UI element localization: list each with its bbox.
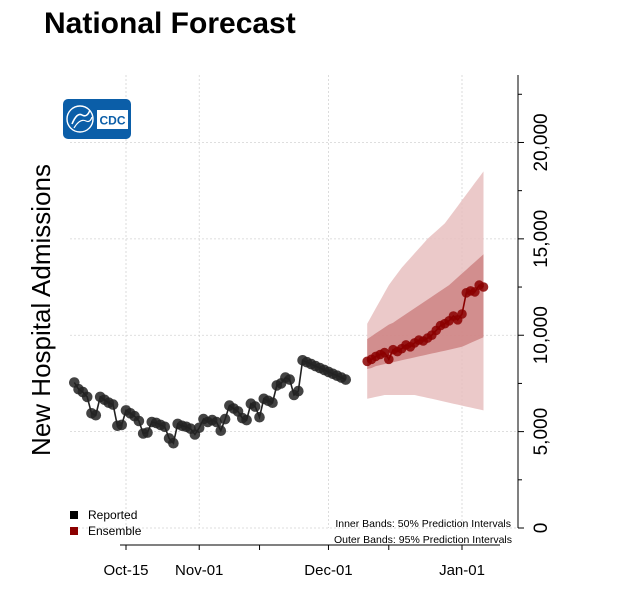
reported-point xyxy=(293,385,304,397)
reported-point xyxy=(249,401,261,412)
y-tick-label: 5,000 xyxy=(531,408,552,456)
reported-point xyxy=(193,422,205,434)
reported-point xyxy=(241,414,252,426)
legend-label-ensemble: Ensemble xyxy=(88,524,142,538)
reported-point xyxy=(107,399,119,410)
reported-point xyxy=(284,374,296,385)
legend-label-reported: Reported xyxy=(88,508,137,522)
annotation-outer-bands: Outer Bands: 95% Prediction Intervals xyxy=(334,534,512,546)
reported-point xyxy=(116,419,127,431)
reported-point xyxy=(219,413,231,425)
x-tick-label: Nov-01 xyxy=(175,562,223,579)
reported-point xyxy=(81,391,93,403)
cdc-logo-text: CDC xyxy=(100,114,126,128)
x-tick-label: Jan-01 xyxy=(439,562,485,579)
inner-band-50 xyxy=(367,254,484,369)
y-tick-label: 15,000 xyxy=(531,210,552,268)
reported-point xyxy=(267,397,278,409)
legend: Reported Ensemble xyxy=(70,508,142,538)
reported-point xyxy=(215,425,227,437)
cdc-logo: CDC xyxy=(63,99,131,139)
legend-swatch-ensemble xyxy=(70,527,78,535)
y-tick-label: 0 xyxy=(531,523,552,534)
reported-point xyxy=(254,411,265,423)
reported-point xyxy=(133,415,145,427)
x-axis-ticks: Oct-15 Nov-01 Dec-01 Jan-01 xyxy=(103,545,485,579)
reported-point xyxy=(340,374,352,385)
ensemble-point xyxy=(478,282,489,292)
ensemble-point xyxy=(457,309,467,319)
ensemble-point xyxy=(384,354,394,365)
reported-point xyxy=(168,437,179,449)
y-tick-label: 10,000 xyxy=(531,306,552,364)
y-axis-label: New Hospital Admissions xyxy=(26,164,56,456)
reported-series xyxy=(69,355,352,449)
x-tick-label: Oct-15 xyxy=(103,562,148,579)
chart-title: National Forecast xyxy=(44,7,296,40)
y-tick-label: 20,000 xyxy=(531,113,552,171)
ensemble-series xyxy=(362,280,489,367)
reported-point xyxy=(90,409,102,421)
reported-point xyxy=(142,427,153,438)
y-axis-ticks: 0 5,000 10,000 15,000 20,000 xyxy=(518,93,552,534)
annotation-inner-bands: Inner Bands: 50% Prediction Intervals xyxy=(335,518,511,530)
inner-band-area xyxy=(367,254,484,369)
reported-point xyxy=(159,421,171,433)
legend-swatch-reported xyxy=(70,511,78,519)
reported-point xyxy=(211,416,222,428)
x-tick-label: Dec-01 xyxy=(304,562,352,579)
